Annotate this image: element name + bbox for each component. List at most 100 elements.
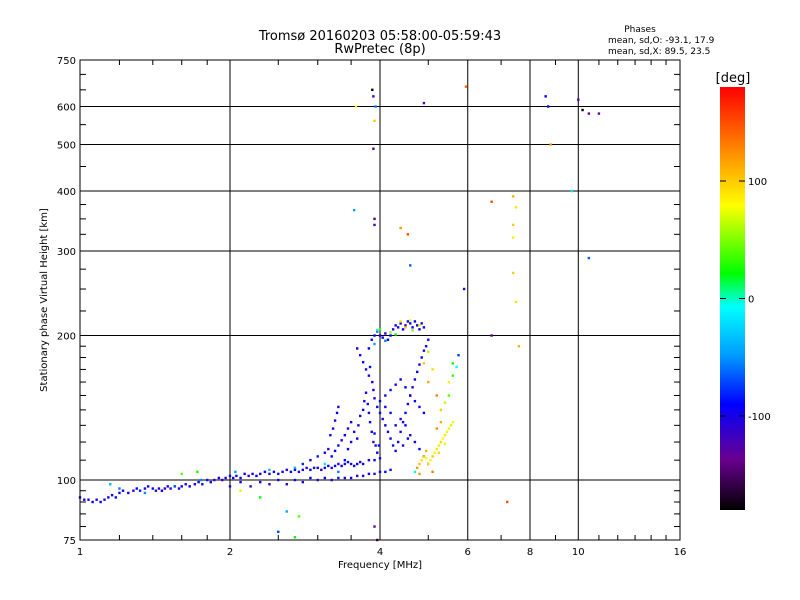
data-point xyxy=(368,365,372,369)
data-point xyxy=(118,487,121,490)
data-point xyxy=(443,442,447,445)
data-point xyxy=(289,470,293,474)
data-point xyxy=(396,440,400,444)
data-point xyxy=(95,498,98,501)
data-point xyxy=(374,444,377,447)
y-tick-label: 750 xyxy=(57,56,76,67)
data-point xyxy=(166,485,169,488)
data-point xyxy=(378,334,382,337)
data-point xyxy=(415,370,419,374)
data-point xyxy=(301,480,305,484)
data-point xyxy=(330,455,333,458)
data-point xyxy=(343,476,347,480)
data-point xyxy=(247,474,250,478)
data-point xyxy=(427,380,430,384)
data-point xyxy=(173,485,177,488)
data-point xyxy=(372,147,375,150)
data-point xyxy=(449,424,453,427)
data-point xyxy=(384,470,387,474)
data-point xyxy=(343,433,347,437)
data-point xyxy=(132,489,135,492)
data-point xyxy=(420,356,423,359)
data-point xyxy=(394,424,397,427)
data-point xyxy=(188,485,191,488)
data-point xyxy=(367,411,371,415)
data-point xyxy=(293,478,297,482)
stats-line-o: mean, sd,O: -93.1, 17.9 xyxy=(608,36,715,46)
data-point xyxy=(364,391,368,394)
data-point xyxy=(587,256,591,260)
data-point xyxy=(83,498,86,501)
data-point xyxy=(424,457,428,460)
data-point xyxy=(404,411,407,415)
data-point xyxy=(443,433,447,437)
data-point xyxy=(143,487,147,490)
data-point xyxy=(377,444,381,447)
data-point xyxy=(346,460,350,464)
data-point xyxy=(337,405,340,409)
data-point xyxy=(320,468,323,472)
data-point xyxy=(439,408,443,412)
x-tick-label: 10 xyxy=(572,547,585,558)
stats-heading: Phases xyxy=(624,25,656,35)
data-point xyxy=(409,319,412,322)
data-point xyxy=(255,474,258,478)
data-point xyxy=(285,483,288,486)
data-point xyxy=(418,324,421,327)
data-point xyxy=(447,427,451,430)
x-tick-label: 6 xyxy=(465,547,471,558)
data-point xyxy=(413,320,417,323)
data-point xyxy=(505,500,509,504)
data-point xyxy=(418,447,421,451)
data-point xyxy=(429,458,432,462)
data-point xyxy=(431,455,434,458)
data-point xyxy=(406,233,410,236)
data-point xyxy=(447,380,451,384)
data-point xyxy=(404,386,407,389)
data-point xyxy=(404,324,407,327)
data-point xyxy=(340,464,343,468)
data-point xyxy=(358,414,362,418)
data-point xyxy=(121,489,125,492)
data-point xyxy=(422,455,426,458)
data-point xyxy=(413,378,417,381)
data-point xyxy=(297,515,301,518)
data-point xyxy=(399,226,402,230)
data-point xyxy=(263,470,267,474)
data-point xyxy=(373,334,376,337)
data-point xyxy=(352,464,356,468)
data-point xyxy=(544,95,547,98)
data-point xyxy=(151,487,155,490)
data-point xyxy=(109,483,112,486)
y-tick-label: 600 xyxy=(57,103,76,114)
data-points xyxy=(78,85,601,542)
data-point xyxy=(376,329,379,332)
data-point xyxy=(389,411,392,415)
colorbar-tick-label: 100 xyxy=(748,177,767,188)
data-point xyxy=(285,510,288,513)
data-point xyxy=(352,430,356,434)
data-point xyxy=(355,462,359,466)
data-point xyxy=(373,217,376,221)
data-point xyxy=(372,95,375,98)
data-point xyxy=(490,200,493,203)
data-point xyxy=(337,462,340,466)
data-point xyxy=(517,345,521,348)
data-point xyxy=(305,466,308,470)
data-point xyxy=(409,264,412,267)
data-point xyxy=(409,433,412,437)
data-point xyxy=(435,447,438,451)
data-point xyxy=(367,347,371,350)
data-point xyxy=(384,394,387,397)
data-point xyxy=(424,345,428,348)
data-point xyxy=(184,483,187,486)
data-point xyxy=(205,478,209,482)
data-point xyxy=(437,444,441,447)
data-point xyxy=(411,329,414,332)
data-point xyxy=(127,491,130,495)
data-point xyxy=(389,334,392,337)
data-point xyxy=(367,472,371,476)
data-point xyxy=(293,466,297,470)
data-point xyxy=(401,328,405,331)
